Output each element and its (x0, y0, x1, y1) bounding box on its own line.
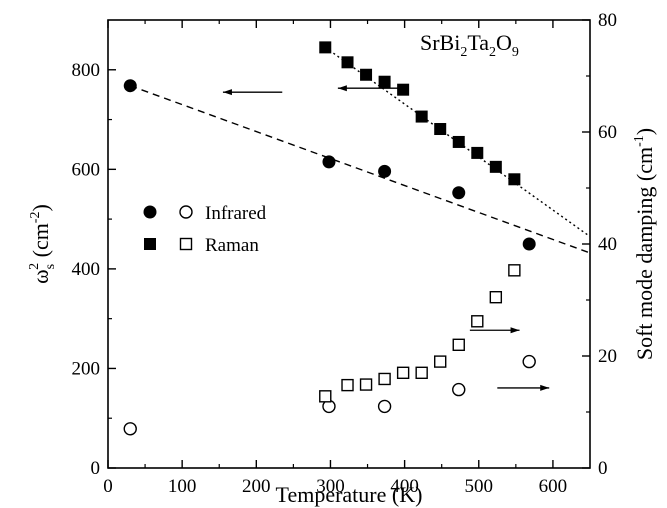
point-raman-square-filled (471, 146, 484, 159)
formula-subscript: 2 (489, 45, 496, 60)
y-right-tick-label: 60 (598, 122, 617, 143)
tick-labels: 0 100 200 300 400 500 600 0 200 400 600 800 0 20 40 60 8… (72, 10, 618, 497)
y-right-axis-title: Soft mode damping (cm-1) (632, 128, 657, 360)
legend-marker-filled (144, 238, 156, 250)
arrow-head (337, 85, 347, 92)
fit-lines (130, 46, 591, 254)
point-infrared-circle-filled (522, 237, 536, 251)
fit-line-dashed (130, 85, 591, 254)
y-left-close: ) (28, 204, 53, 211)
point-raman-square-open (341, 378, 354, 392)
fit-line-dotted (324, 46, 591, 238)
point-raman-square-filled (378, 75, 391, 88)
legend: Infrared Raman (143, 203, 267, 256)
point-raman-square-open (489, 291, 503, 304)
guide-arrows (222, 85, 550, 391)
point-infrared-circle-open (123, 422, 137, 436)
x-tick-label: 100 (168, 476, 197, 497)
point-raman-square-open (415, 366, 428, 379)
axis-ticks (107, 19, 590, 469)
y-right-tick-label: 0 (598, 458, 608, 479)
data-points (123, 41, 536, 436)
point-infrared-circle-filled (322, 155, 336, 169)
point-raman-square-filled (434, 123, 447, 136)
point-raman-square-filled (397, 83, 410, 96)
legend-label: Raman (205, 235, 259, 256)
point-raman-square-open (471, 315, 484, 328)
point-infrared-circle-open (377, 399, 392, 414)
point-raman-square-filled (341, 56, 354, 69)
x-tick-label: 200 (242, 476, 271, 497)
formula-part: O (496, 30, 512, 55)
x-tick-label: 500 (465, 476, 494, 497)
formula-subscript: 9 (512, 45, 519, 60)
point-raman-square-open (359, 378, 373, 391)
y-left-tick-label: 0 (91, 458, 101, 479)
arrow-head (222, 89, 232, 96)
point-raman-square-filled (452, 135, 465, 148)
legend-marker-filled (143, 205, 157, 219)
point-raman-square-filled (489, 160, 502, 173)
y-left-unit-sup: -2 (28, 212, 43, 224)
x-axis-title: Temperature (K) (276, 482, 423, 507)
point-raman-square-open (319, 390, 332, 403)
point-infrared-circle-open (452, 382, 466, 397)
point-raman-square-open (396, 366, 410, 379)
point-raman-square-open (452, 338, 465, 351)
point-infrared-circle-filled (452, 186, 466, 200)
y-right-close: ) (632, 128, 657, 135)
point-raman-square-open (434, 355, 447, 368)
y-left-tick-label: 200 (72, 358, 101, 379)
point-raman-square-open (378, 372, 391, 386)
y-right-text: Soft mode damping (cm (632, 147, 657, 360)
svg-text:ωs2 (cm-2): ωs2 (cm-2) (27, 204, 58, 284)
y-left-tick-label: 400 (72, 259, 101, 280)
y-left-tick-label: 800 (72, 60, 101, 81)
point-raman-square-filled (360, 68, 373, 81)
legend-label: Infrared (205, 203, 267, 224)
y-right-tick-label: 20 (598, 346, 617, 367)
point-infrared-circle-filled (123, 79, 137, 93)
compound-formula: SrBi2Ta2O9 (420, 30, 519, 60)
y-left-sub: s (43, 264, 58, 269)
x-tick-label: 0 (103, 476, 113, 497)
x-tick-label: 400 (390, 476, 419, 497)
x-tick-label: 600 (539, 476, 568, 497)
y-left-axis-title: ωs2 (cm-2) (27, 204, 58, 284)
legend-marker-open (179, 237, 193, 251)
svg-text:Soft mode damping (cm-1): Soft mode damping (cm-1) (632, 128, 657, 360)
point-raman-square-open (508, 264, 521, 277)
y-left-tick-label: 600 (72, 159, 101, 180)
point-raman-square-filled (415, 110, 428, 123)
y-right-tick-label: 40 (598, 234, 617, 255)
y-right-sup: -1 (632, 135, 647, 147)
formula-part: SrBi (420, 30, 460, 55)
y-right-tick-label: 80 (598, 10, 617, 31)
y-left-sup: 2 (27, 263, 42, 270)
y-left-unit: (cm (28, 223, 53, 263)
point-infrared-circle-open (522, 354, 536, 369)
point-infrared-circle-filled (378, 164, 392, 178)
y-left-omega: ω (28, 269, 53, 283)
arrow-head (510, 327, 520, 334)
arrow-head (540, 384, 550, 391)
point-raman-square-filled (319, 41, 332, 54)
x-tick-label: 300 (316, 476, 345, 497)
point-raman-square-filled (508, 173, 521, 186)
legend-marker-open (179, 205, 193, 219)
formula-part: Ta (467, 30, 489, 55)
formula-subscript: 2 (460, 45, 467, 60)
